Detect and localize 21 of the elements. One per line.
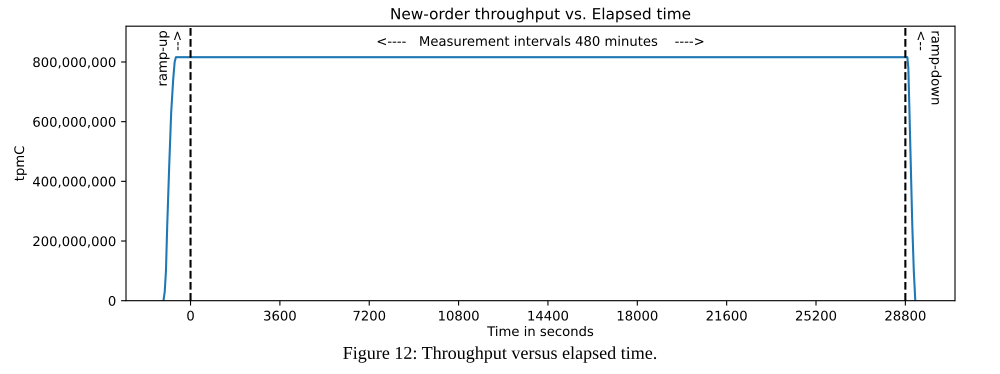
x-tick-label: 28800 [885,310,926,321]
annotation: ramp-up --> [159,31,181,86]
x-axis-title: Time in seconds [487,326,594,336]
y-tick-label: 0 [108,296,116,306]
x-tick-label: 21600 [706,310,747,321]
x-tick-label: 10800 [439,310,479,321]
y-tick-label: 600,000,000 [33,116,116,128]
x-tick-label: 7200 [354,310,386,321]
x-tick-label: 3600 [264,310,296,321]
x-tick-label: 18000 [618,310,658,321]
x-tick-label: 25200 [796,310,836,321]
annotation: <---- Measurement intervals 480 minutes ----> [378,36,704,46]
y-tick-label: 400,000,000 [32,176,116,188]
caption: Figure 12: Throughput versus elapsed time. [343,346,656,363]
y-tick-label: 800,000,000 [33,57,116,69]
x-tick-label: 0 [187,310,194,321]
annotation: ramp-down <-- [917,31,942,104]
x-tick-label: 14400 [528,310,568,321]
chart-title: New-order throughput vs. Elapsed time [391,8,690,22]
y-axis-title: tpmC [14,146,27,181]
y-tick-label: 200,000,000 [33,236,116,248]
